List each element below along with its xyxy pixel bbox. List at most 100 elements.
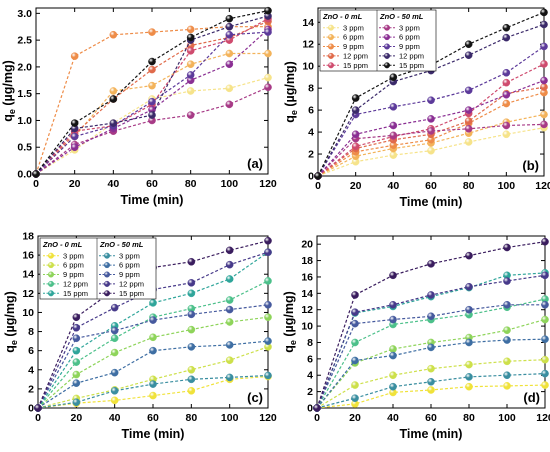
- data-point: [187, 289, 196, 298]
- data-point: [503, 382, 511, 390]
- legend-marker: [48, 290, 55, 297]
- data-point: [149, 391, 157, 400]
- legend-marker: [384, 34, 391, 41]
- data-point: [149, 316, 157, 324]
- x-tick-label: 40: [109, 412, 121, 424]
- data-point: [502, 33, 511, 42]
- legend-marker: [328, 52, 335, 59]
- data-point: [389, 300, 397, 309]
- chart-panel-a: 0 20 40 60 80 100 120 0.0 0.5 1.0 1.5 2.0 2.5 3.0 Time…: [1, 6, 277, 207]
- data-point: [389, 151, 398, 159]
- data-point: [427, 96, 435, 105]
- legend-title-right: ZnO - 50 mL: [99, 240, 144, 249]
- x-tick-label: 80: [463, 180, 475, 192]
- legend-marker: [103, 252, 110, 259]
- y-tick-label: 18: [301, 255, 313, 267]
- data-point: [149, 346, 157, 355]
- legend-label: 3 ppm: [399, 23, 420, 32]
- data-point: [541, 369, 549, 378]
- data-point: [148, 97, 156, 106]
- x-tick-label: 20: [350, 180, 362, 192]
- data-point: [351, 381, 359, 389]
- y-axis-label: qe (µg/mg): [1, 60, 17, 122]
- data-point: [109, 30, 118, 39]
- data-point: [109, 87, 118, 95]
- x-tick-label: 100: [221, 412, 239, 424]
- data-point: [389, 271, 397, 280]
- data-point: [540, 76, 548, 85]
- legend-label: 15 ppm: [399, 61, 424, 70]
- chart-panel-b: 0 20 40 60 80 100 120 0 2 4 6 8 10 12 14 Time (min) qe (…: [283, 7, 550, 209]
- legend-marker: [103, 290, 110, 297]
- data-point: [110, 326, 119, 335]
- legend-title-left: ZnO - 0 mL: [42, 240, 83, 249]
- y-tick-label: 6: [307, 353, 313, 365]
- x-tick-label: 0: [33, 178, 39, 190]
- y-tick-label: 0.0: [17, 169, 32, 181]
- data-point: [464, 51, 473, 60]
- x-tick-label: 0: [315, 180, 321, 192]
- data-point: [427, 127, 435, 135]
- data-point: [541, 237, 549, 246]
- data-point: [72, 398, 81, 407]
- legend-title-left: ZnO - 0 mL: [322, 12, 363, 21]
- data-point: [148, 111, 156, 119]
- legend-label: 12 ppm: [343, 52, 368, 61]
- y-tick-label: 2: [28, 383, 34, 395]
- x-tick-label: 0: [35, 412, 41, 424]
- y-tick-label: 2: [308, 149, 314, 161]
- data-point: [187, 279, 196, 287]
- data-point: [389, 371, 397, 380]
- legend-label: 9 ppm: [119, 270, 140, 279]
- x-tick-label: 100: [498, 180, 516, 192]
- x-tick-label: 20: [70, 412, 82, 424]
- data-point: [503, 336, 511, 344]
- data-point: [72, 379, 81, 387]
- data-point: [427, 377, 435, 386]
- legend-box: [319, 9, 437, 72]
- data-point: [70, 132, 79, 141]
- x-tick-label: 100: [221, 178, 239, 190]
- data-point: [264, 236, 272, 245]
- data-point: [109, 119, 118, 127]
- data-point: [149, 299, 157, 307]
- data-point: [225, 260, 234, 269]
- legend-label: 9 ppm: [63, 270, 84, 279]
- data-point: [264, 371, 272, 380]
- series-line: [35, 77, 269, 175]
- data-point: [225, 318, 234, 326]
- data-point: [264, 300, 272, 309]
- data-point: [110, 368, 119, 377]
- x-tick-label: 80: [185, 178, 197, 190]
- panel-label: (b): [522, 158, 539, 173]
- data-point: [72, 370, 81, 379]
- x-tick-label: 40: [387, 180, 399, 192]
- data-point: [225, 275, 234, 283]
- y-tick-label: 1.5: [17, 88, 32, 100]
- data-point: [540, 110, 548, 119]
- y-tick-label: 10: [301, 321, 313, 333]
- data-point: [225, 305, 234, 314]
- data-point: [427, 291, 435, 299]
- data-point: [502, 121, 511, 130]
- data-point: [541, 315, 549, 324]
- data-point: [225, 356, 234, 365]
- data-point: [110, 348, 119, 357]
- data-point: [314, 172, 322, 180]
- data-point: [389, 131, 398, 140]
- x-tick-label: 20: [349, 412, 361, 424]
- x-tick-label: 60: [146, 178, 158, 190]
- legend-label: 3 ppm: [119, 251, 140, 260]
- data-point: [110, 334, 119, 343]
- data-point: [32, 170, 40, 178]
- data-point: [540, 120, 548, 129]
- y-tick-label: 0: [307, 403, 313, 415]
- y-tick-label: 16: [22, 250, 34, 262]
- data-point: [465, 338, 473, 347]
- data-point: [464, 106, 473, 114]
- data-point: [465, 360, 473, 369]
- y-tick-label: 12: [301, 304, 313, 316]
- data-point: [503, 277, 511, 285]
- x-tick-label: 80: [463, 412, 475, 424]
- data-point: [464, 138, 473, 146]
